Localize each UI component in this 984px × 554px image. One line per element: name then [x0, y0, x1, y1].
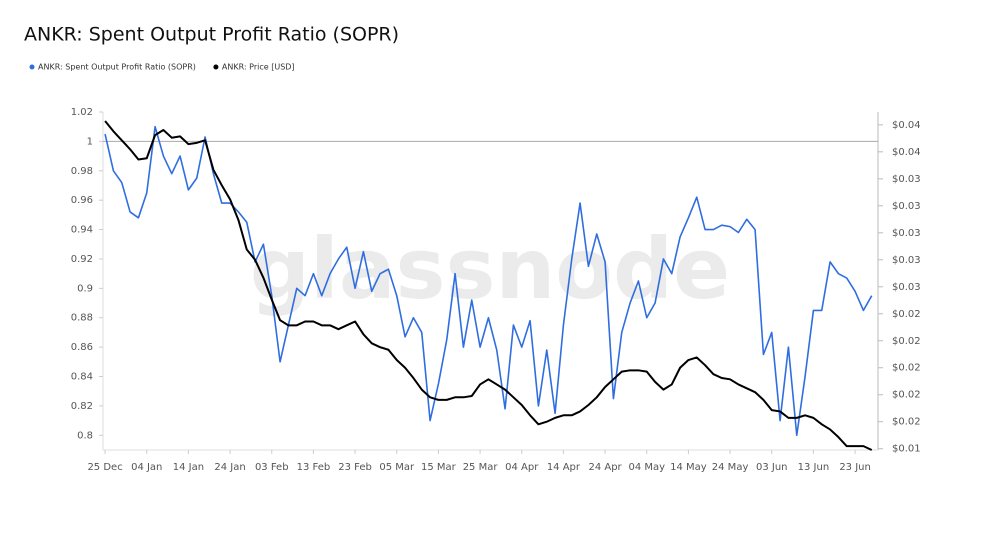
y-tick-label: 1 — [87, 136, 93, 147]
y2-tick-label: $0.01 — [892, 444, 921, 455]
chart-title: ANKR: Spent Output Profit Ratio (SOPR) — [24, 24, 399, 46]
x-tick-label: 14 Apr — [547, 462, 581, 473]
x-tick-label: 13 Feb — [297, 462, 331, 473]
x-tick-label: 14 May — [670, 462, 707, 473]
y2-tick-label: $0.03 — [892, 201, 921, 212]
y-tick-label: 0.82 — [71, 401, 93, 412]
legend-marker — [29, 64, 35, 70]
y-tick-label: 0.9 — [77, 283, 93, 294]
y-tick-label: 0.84 — [71, 372, 93, 383]
y-tick-label: 0.92 — [71, 254, 93, 265]
y2-tick-label: $0.02 — [892, 309, 921, 320]
y2-tick-label: $0.02 — [892, 390, 921, 401]
x-tick-label: 23 Jun — [839, 462, 871, 473]
y-tick-label: 0.98 — [71, 166, 93, 177]
x-tick-label: 24 Jan — [214, 462, 245, 473]
y2-tick-label: $0.02 — [892, 336, 921, 347]
x-tick-label: 04 May — [628, 462, 665, 473]
x-tick-label: 23 Feb — [338, 462, 372, 473]
y2-tick-label: $0.03 — [892, 255, 921, 266]
x-tick-label: 14 Jan — [173, 462, 204, 473]
y2-tick-label: $0.04 — [892, 120, 921, 131]
x-tick-label: 15 Mar — [421, 462, 457, 473]
x-tick-label: 04 Apr — [505, 462, 539, 473]
y-tick-label: 0.94 — [71, 225, 93, 236]
y-tick-label: 0.8 — [77, 430, 93, 441]
x-tick-label: 25 Mar — [463, 462, 499, 473]
y-tick-label: 0.86 — [71, 342, 93, 353]
y2-tick-label: $0.02 — [892, 363, 921, 374]
series-line — [104, 120, 873, 451]
y2-tick-label: $0.04 — [892, 147, 921, 158]
y-tick-label: 0.96 — [71, 195, 93, 206]
legend-label: ANKR: Spent Output Profit Ratio (SOPR) — [38, 63, 196, 72]
x-tick-label: 03 Feb — [255, 462, 289, 473]
legend-label: ANKR: Price [USD] — [222, 63, 295, 72]
y2-tick-label: $0.03 — [892, 282, 921, 293]
y-tick-label: 1.02 — [71, 107, 93, 118]
x-tick-label: 24 May — [712, 462, 749, 473]
y2-tick-label: $0.02 — [892, 417, 921, 428]
y2-tick-label: $0.03 — [892, 228, 921, 239]
y-tick-label: 0.88 — [71, 313, 93, 324]
x-tick-label: 24 Apr — [588, 462, 622, 473]
x-tick-label: 25 Dec — [87, 462, 122, 473]
x-tick-label: 05 Mar — [379, 462, 415, 473]
watermark: glassnode — [250, 220, 730, 318]
x-tick-label: 03 Jun — [756, 462, 788, 473]
x-tick-label: 13 Jun — [798, 462, 830, 473]
legend-marker — [213, 64, 219, 70]
x-tick-label: 04 Jan — [131, 462, 162, 473]
y2-tick-label: $0.03 — [892, 174, 921, 185]
